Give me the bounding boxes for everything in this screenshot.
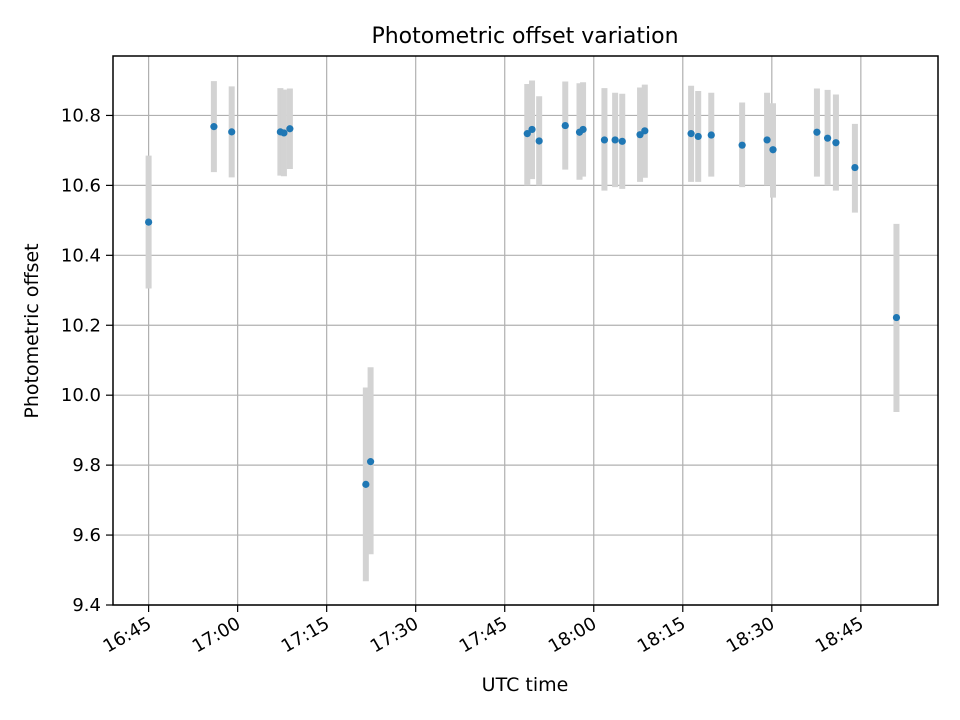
x-axis-label: UTC time: [482, 674, 569, 696]
data-point: [851, 163, 859, 172]
data-point: [535, 137, 543, 145]
data-point: [707, 131, 715, 139]
data-point: [561, 121, 569, 130]
data-point: [813, 128, 821, 136]
y-tick-label: 9.6: [72, 525, 101, 546]
data-point: [579, 125, 587, 134]
y-axis: 9.4 9.6 9.8 10.0 10.2 10.4 10.6 10.8: [61, 105, 113, 616]
data-point: [280, 129, 288, 137]
plot-area: [112, 55, 939, 606]
y-tick-label: 10.4: [61, 245, 101, 266]
data-points: [145, 121, 901, 488]
data-point: [824, 134, 832, 142]
data-point: [832, 139, 840, 147]
data-point: [145, 218, 153, 226]
data-point: [366, 458, 375, 466]
data-point: [892, 313, 901, 322]
y-tick-label: 10.8: [61, 105, 101, 126]
data-point: [228, 128, 236, 136]
data-point: [528, 125, 536, 134]
data-point: [763, 136, 771, 144]
data-point: [286, 125, 294, 133]
data-point: [600, 136, 609, 144]
data-point: [641, 127, 649, 135]
y-tick-label: 9.4: [72, 595, 101, 616]
plot-frame: [112, 55, 939, 606]
data-point: [769, 146, 777, 154]
data-point: [362, 480, 370, 488]
y-tick-label: 10.0: [61, 385, 101, 406]
data-point: [738, 141, 746, 149]
data-point: [523, 130, 531, 138]
data-point: [210, 123, 218, 131]
data-point: [611, 136, 619, 144]
y-tick-label: 10.6: [61, 175, 101, 196]
chart-title: Photometric offset variation: [371, 24, 678, 49]
grid-lines: [113, 56, 938, 606]
data-point: [618, 137, 626, 145]
y-tick-label: 10.2: [61, 315, 101, 336]
y-axis-label: Photometric offset: [21, 243, 43, 418]
data-point: [687, 130, 695, 138]
data-point: [694, 132, 702, 141]
y-tick-label: 9.8: [72, 455, 101, 476]
